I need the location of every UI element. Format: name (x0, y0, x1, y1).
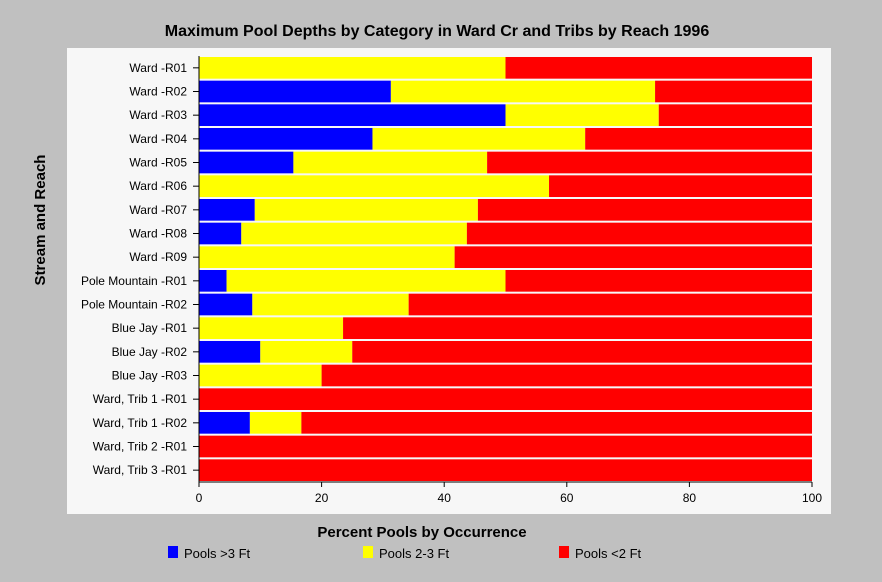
bar-3-row-14 (321, 364, 812, 387)
legend-swatch (363, 546, 373, 558)
bar-3-row-15 (199, 388, 812, 410)
y-tick-label: Blue Jay -R02 (112, 345, 188, 359)
bar-2-row-1 (199, 57, 506, 79)
bar-2-row-10 (226, 270, 506, 292)
bar-3-row-9 (454, 246, 812, 268)
y-tick-label: Ward, Trib 3 -R01 (93, 463, 188, 477)
y-tick-label: Blue Jay -R01 (112, 321, 188, 335)
y-axis-label: Stream and Reach (32, 155, 49, 286)
legend-swatch (559, 546, 569, 558)
bar-3-row-18 (199, 459, 812, 481)
y-tick-label: Ward -R09 (129, 250, 187, 264)
bar-2-row-16 (249, 412, 302, 434)
bar-2-row-5 (293, 151, 488, 174)
x-tick-label: 100 (802, 491, 822, 505)
bar-2-row-4 (372, 128, 586, 150)
x-tick-label: 40 (438, 491, 452, 505)
bar-2-row-11 (252, 293, 409, 316)
y-tick-label: Ward -R01 (129, 61, 187, 75)
x-tick-label: 20 (315, 491, 329, 505)
bar-2-row-14 (199, 364, 322, 387)
bar-3-row-3 (658, 104, 812, 126)
y-tick-label: Pole Mountain -R02 (81, 298, 187, 312)
y-tick-label: Ward -R08 (129, 227, 187, 241)
bar-3-row-4 (585, 128, 812, 150)
y-tick-label: Pole Mountain -R01 (81, 274, 187, 288)
bar-1-row-2 (199, 80, 391, 103)
bar-1-row-10 (199, 270, 227, 292)
x-tick-label: 0 (196, 491, 203, 505)
y-tick-label: Ward, Trib 2 -R01 (93, 440, 188, 454)
x-tick-group: 0 20 40 60 80 100 (196, 482, 822, 505)
legend-swatch (168, 546, 178, 558)
bar-2-row-9 (199, 246, 455, 268)
legend: Pools >3 Ft Pools 2-3 Ft Pools <2 Ft (168, 546, 642, 561)
bar-2-row-7 (254, 199, 478, 221)
bar-1-row-7 (199, 199, 255, 221)
chart-title: Maximum Pool Depths by Category in Ward … (165, 23, 710, 40)
y-tick-label: Ward -R05 (129, 156, 187, 170)
bar-1-row-16 (199, 412, 250, 434)
bar-2-row-8 (241, 222, 467, 245)
x-tick-label: 80 (683, 491, 697, 505)
bar-3-row-16 (301, 412, 812, 434)
x-axis-label: Percent Pools by Occurrence (317, 524, 526, 541)
bar-3-row-1 (505, 57, 812, 79)
legend-label: Pools 2-3 Ft (379, 546, 449, 561)
y-tick-label: Ward -R04 (129, 132, 187, 146)
bar-3-row-10 (505, 270, 812, 292)
bar-1-row-3 (199, 104, 506, 126)
bar-2-row-13 (260, 341, 353, 363)
bar-2-row-2 (390, 80, 656, 103)
bar-2-row-3 (505, 104, 659, 126)
bar-3-row-5 (487, 151, 812, 174)
bar-3-row-17 (199, 435, 812, 458)
bar-1-row-4 (199, 128, 373, 150)
bar-1-row-13 (199, 341, 261, 363)
bar-2-row-12 (199, 317, 344, 339)
bar-1-row-11 (199, 293, 253, 316)
bar-1-row-8 (199, 222, 242, 245)
y-tick-label: Ward, Trib 1 -R02 (93, 416, 188, 430)
y-tick-label: Ward -R07 (129, 203, 187, 217)
bar-1-row-5 (199, 151, 294, 174)
y-tick-label: Ward -R02 (129, 85, 187, 99)
bar-3-row-7 (477, 199, 812, 221)
bar-3-row-11 (408, 293, 812, 316)
bar-2-row-6 (199, 175, 550, 197)
bar-3-row-6 (549, 175, 812, 197)
bar-3-row-8 (466, 222, 812, 245)
legend-label: Pools <2 Ft (575, 546, 642, 561)
bars-group (199, 57, 812, 481)
bar-3-row-2 (655, 80, 812, 103)
bar-3-row-12 (343, 317, 812, 339)
y-tick-label: Blue Jay -R03 (112, 369, 188, 383)
y-tick-label: Ward, Trib 1 -R01 (93, 392, 188, 406)
y-tick-label: Ward -R03 (129, 108, 187, 122)
x-tick-label: 60 (560, 491, 574, 505)
legend-label: Pools >3 Ft (184, 546, 251, 561)
y-tick-group: Ward -R01 Ward -R02 Ward -R03 Ward -R04 Ward… (81, 61, 199, 477)
y-tick-label: Ward -R06 (129, 179, 187, 193)
bar-3-row-13 (352, 341, 812, 363)
